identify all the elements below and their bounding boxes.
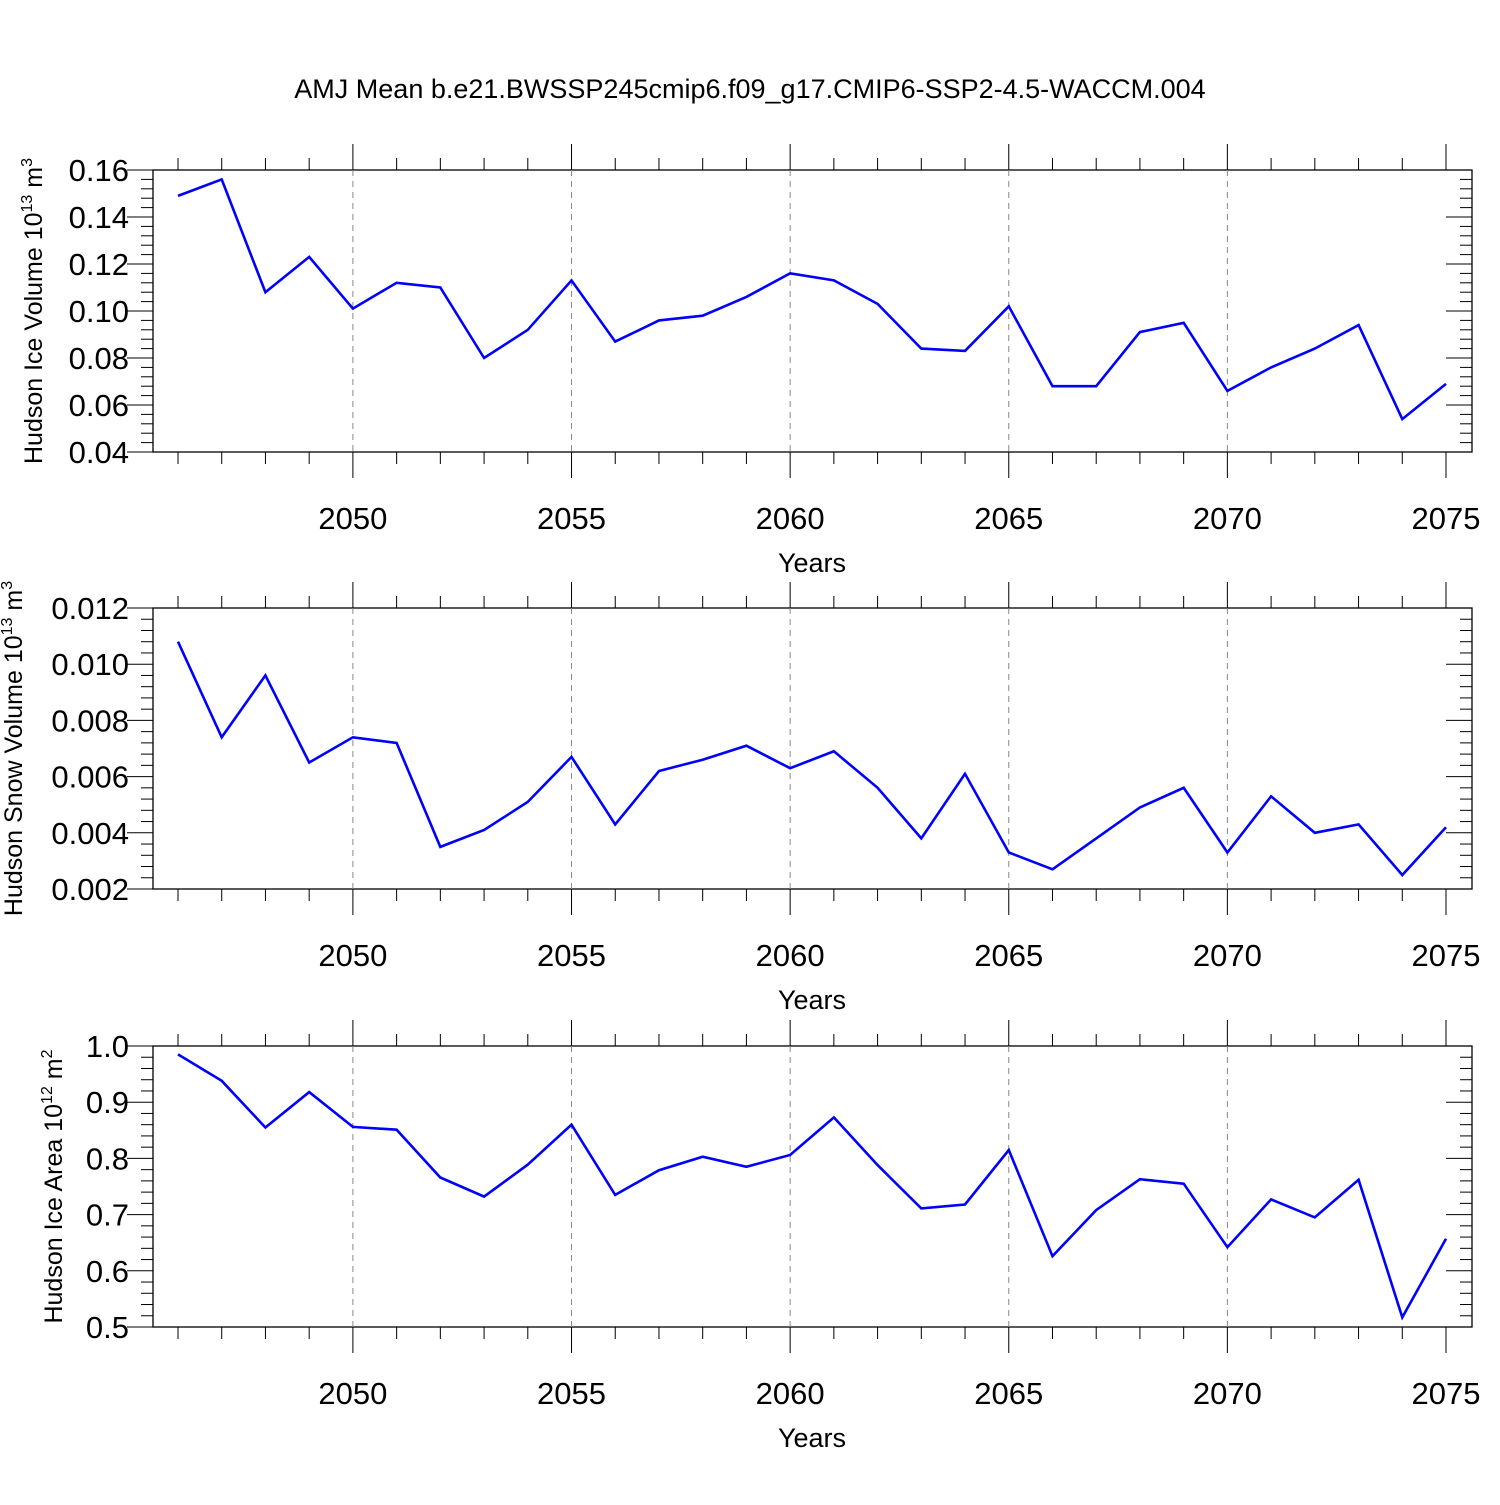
y-tick-label: 0.002 [51, 872, 129, 907]
y-tick-label: 0.14 [69, 200, 129, 235]
chart-panel-2: 2050 2055 2060 2065 2070 2075 0.002 0.004 0.006 0… [0, 581, 1480, 1015]
x-tick-label: 2050 [318, 938, 387, 973]
y-axis-label: Hudson Ice Area 1012 m2 [39, 1049, 68, 1323]
chart-title: AMJ Mean b.e21.BWSSP245cmip6.f09_g17.CMI… [294, 74, 1205, 104]
x-axis-label: Years [778, 985, 846, 1015]
y-tick-label: 0.7 [86, 1198, 129, 1233]
y-tick-label: 0.008 [51, 703, 129, 738]
y-tick-label: 0.06 [69, 388, 129, 423]
y-tick-label: 0.010 [51, 647, 129, 682]
y-tick-label: 1.0 [86, 1029, 129, 1064]
x-tick-label: 2070 [1193, 501, 1262, 536]
x-tick-label: 2060 [756, 501, 825, 536]
y-axis-label: Hudson Ice Volume 1013 m3 [19, 158, 48, 464]
plot-frame [153, 170, 1472, 452]
y-tick-label: 0.08 [69, 341, 129, 376]
y-tick-label: 0.6 [86, 1254, 129, 1289]
chart-panels: 2050 2055 2060 2065 2070 2075 0.04 0.06 0.08 0.10… [0, 144, 1480, 1453]
plot-frame [153, 1046, 1472, 1327]
x-tick-label: 2065 [974, 501, 1043, 536]
x-tick-label: 2055 [537, 501, 606, 536]
x-tick-label: 2060 [756, 1376, 825, 1411]
x-tick-label: 2050 [318, 501, 387, 536]
x-tick-label: 2065 [974, 1376, 1043, 1411]
y-tick-label: 0.012 [51, 591, 129, 626]
y-axis-label: Hudson Snow Volume 1013 m3 [0, 581, 28, 916]
x-tick-label: 2055 [537, 1376, 606, 1411]
x-tick-label: 2060 [756, 938, 825, 973]
x-axis-label: Years [778, 548, 846, 578]
x-tick-label: 2065 [974, 938, 1043, 973]
y-tick-label: 0.16 [69, 153, 129, 188]
y-tick-label: 0.10 [69, 294, 129, 329]
x-tick-label: 2075 [1412, 938, 1481, 973]
y-tick-label: 0.004 [51, 816, 129, 851]
x-tick-label: 2050 [318, 1376, 387, 1411]
x-tick-label: 2055 [537, 938, 606, 973]
plot-frame [153, 608, 1472, 889]
y-tick-label: 0.5 [86, 1310, 129, 1345]
series-line [178, 1054, 1446, 1317]
x-tick-label: 2070 [1193, 938, 1262, 973]
series-line [178, 179, 1446, 419]
y-tick-label: 0.9 [86, 1085, 129, 1120]
y-tick-label: 0.006 [51, 760, 129, 795]
x-tick-label: 2075 [1412, 1376, 1481, 1411]
x-axis-label: Years [778, 1423, 846, 1453]
chart-panel-3: 2050 2055 2060 2065 2070 2075 0.5 0.6 0.7 0.8 0.9 1… [39, 1020, 1480, 1453]
y-tick-label: 0.04 [69, 435, 129, 470]
y-tick-label: 0.8 [86, 1141, 129, 1176]
x-tick-label: 2070 [1193, 1376, 1262, 1411]
chart-panel-1: 2050 2055 2060 2065 2070 2075 0.04 0.06 0.08 0.10… [19, 144, 1480, 578]
y-tick-label: 0.12 [69, 247, 129, 282]
x-tick-label: 2075 [1412, 501, 1481, 536]
series-line [178, 642, 1446, 875]
